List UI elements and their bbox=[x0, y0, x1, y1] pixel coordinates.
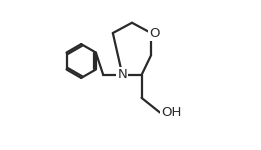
Text: OH: OH bbox=[161, 106, 182, 119]
Text: O: O bbox=[150, 27, 160, 40]
Text: N: N bbox=[117, 69, 127, 81]
